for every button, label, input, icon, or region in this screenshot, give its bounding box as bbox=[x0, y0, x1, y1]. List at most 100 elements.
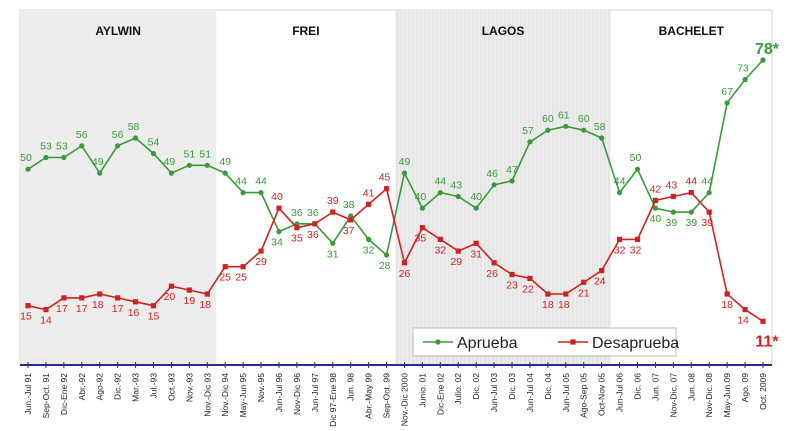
data-point bbox=[383, 186, 390, 192]
data-point bbox=[186, 287, 192, 293]
legend bbox=[412, 327, 677, 357]
data-point bbox=[204, 291, 210, 297]
data-point bbox=[168, 170, 175, 176]
data-label: 50 bbox=[630, 152, 642, 164]
data-label: 44 bbox=[235, 176, 247, 188]
data-point bbox=[545, 127, 551, 133]
data-point bbox=[419, 225, 425, 231]
data-point bbox=[652, 205, 659, 211]
data-point bbox=[670, 209, 676, 215]
data-point bbox=[473, 205, 479, 211]
data-point bbox=[168, 283, 175, 289]
data-label: 39 bbox=[666, 217, 678, 229]
data-point bbox=[455, 248, 461, 254]
data-point bbox=[509, 271, 515, 278]
x-tick-label: May-Jun 95 bbox=[238, 373, 248, 418]
data-point bbox=[634, 166, 641, 172]
x-tick-label: Dic 97-Ene 98 bbox=[328, 373, 338, 427]
data-label: 41 bbox=[363, 187, 375, 199]
x-tick-label: Jun. 08 bbox=[686, 373, 696, 401]
data-point bbox=[294, 221, 300, 227]
data-label: 47 bbox=[506, 164, 518, 176]
x-tick-label: Oct-Nov 05 bbox=[597, 373, 607, 416]
data-point bbox=[312, 221, 318, 227]
data-point bbox=[437, 190, 443, 196]
x-tick-label: Jun-Jul 03 bbox=[489, 373, 499, 412]
data-point bbox=[491, 182, 497, 188]
data-point bbox=[222, 264, 228, 270]
data-label: 32 bbox=[434, 244, 446, 256]
data-label: 18 bbox=[92, 299, 104, 311]
x-tick-label: Ago-Sep 05 bbox=[579, 373, 589, 418]
x-tick-label: Mar.-93 bbox=[131, 373, 141, 402]
data-label: 54 bbox=[148, 137, 160, 149]
x-tick-label: Nov-Dic. 08 bbox=[704, 373, 714, 418]
data-label: 43 bbox=[450, 180, 462, 192]
data-label: 38 bbox=[343, 199, 355, 211]
data-label: 44 bbox=[685, 176, 697, 188]
data-label: 58 bbox=[128, 121, 140, 133]
data-point bbox=[79, 295, 85, 301]
x-tick-label: Nov.-95 bbox=[256, 373, 266, 402]
data-label: 26 bbox=[399, 268, 411, 280]
data-point bbox=[527, 275, 533, 281]
data-point bbox=[706, 209, 712, 215]
data-label: 14 bbox=[737, 315, 749, 327]
data-label: 32 bbox=[363, 244, 375, 256]
data-label: 31 bbox=[327, 248, 339, 260]
data-point bbox=[742, 307, 748, 313]
x-tick-label: Dic-Ene 02 bbox=[435, 373, 445, 415]
data-point bbox=[437, 236, 443, 242]
legend-marker bbox=[570, 339, 576, 345]
data-point bbox=[330, 209, 336, 215]
x-tick-label: Nov.-93 bbox=[184, 373, 194, 402]
data-point bbox=[616, 190, 623, 196]
data-label: 11* bbox=[755, 333, 779, 350]
period-label: BACHELET bbox=[659, 24, 725, 38]
x-tick-label: Abr.-May 99 bbox=[364, 373, 374, 419]
period-label: AYLWIN bbox=[95, 24, 141, 38]
data-label: 44 bbox=[255, 176, 267, 188]
data-label: 39 bbox=[327, 195, 339, 207]
data-label: 51 bbox=[199, 148, 211, 160]
data-point bbox=[670, 193, 676, 200]
data-label: 44 bbox=[614, 176, 626, 188]
x-tick-label: Junio. 01 bbox=[417, 373, 427, 408]
x-tick-label: Jun-Jul 06 bbox=[615, 373, 625, 412]
data-label: 40 bbox=[650, 213, 662, 225]
data-label: 57 bbox=[522, 125, 534, 137]
data-label: 17 bbox=[112, 303, 124, 315]
data-label: 18 bbox=[721, 299, 733, 311]
data-point bbox=[222, 170, 228, 176]
period-shade bbox=[395, 10, 611, 365]
data-label: 34 bbox=[271, 237, 283, 249]
x-tick-label: Jun-Jul 97 bbox=[310, 373, 320, 412]
legend-marker bbox=[435, 339, 441, 345]
data-label: 42 bbox=[650, 183, 662, 195]
x-tick-label: Oct. 2009 bbox=[758, 373, 768, 410]
period-label: LAGOS bbox=[482, 24, 525, 38]
data-point bbox=[43, 307, 49, 313]
data-label: 14 bbox=[40, 315, 52, 327]
data-label: 49 bbox=[164, 156, 176, 168]
data-point bbox=[61, 295, 67, 301]
data-point bbox=[366, 201, 372, 207]
x-tick-label: Jun-Jul 04 bbox=[525, 373, 535, 412]
x-tick-label: Jun. 07 bbox=[650, 373, 660, 401]
data-point bbox=[688, 209, 694, 215]
data-label: 60 bbox=[578, 113, 590, 125]
data-point bbox=[706, 190, 712, 196]
data-label: 23 bbox=[506, 280, 518, 292]
data-point bbox=[742, 76, 748, 83]
x-tick-label: Ago. 09 bbox=[740, 373, 750, 403]
x-tick-label: Jun-Jul 96 bbox=[274, 373, 284, 412]
x-tick-label: Abr.-92 bbox=[77, 373, 87, 401]
data-label: 61 bbox=[558, 109, 570, 121]
data-point bbox=[652, 197, 659, 203]
data-label: 17 bbox=[76, 303, 88, 315]
data-label: 60 bbox=[542, 113, 554, 125]
data-label: 58 bbox=[594, 121, 606, 133]
data-label: 40 bbox=[271, 191, 283, 203]
x-tick-label: Jun.-Jul 91 bbox=[23, 373, 33, 415]
data-point bbox=[294, 225, 300, 231]
